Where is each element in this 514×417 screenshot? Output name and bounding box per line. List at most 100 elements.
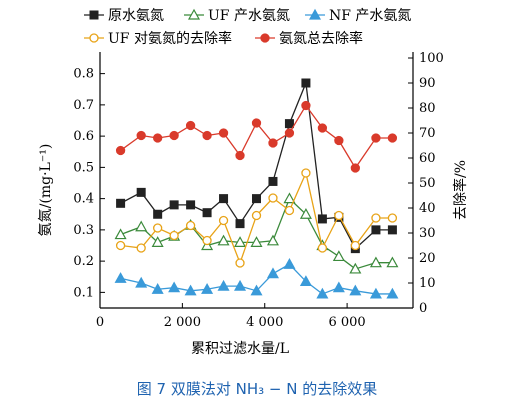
x-tick-label: 0	[96, 315, 104, 330]
data-point	[169, 230, 179, 241]
y-right-tick-label: 90	[419, 76, 436, 91]
data-point	[202, 208, 212, 218]
x-tick-label: 6 000	[328, 315, 365, 330]
data-point	[283, 192, 296, 204]
y-right-tick-label: 70	[419, 126, 436, 141]
data-point	[334, 135, 344, 146]
legend-label: NF 产水氨氮	[329, 8, 411, 24]
y-left-tick-label: 0.8	[73, 67, 94, 82]
data-point	[332, 281, 345, 293]
data-point	[266, 234, 279, 246]
data-point	[218, 128, 229, 138]
y-right-tick-label: 40	[419, 201, 436, 216]
y-right-tick-label: 100	[419, 51, 444, 66]
legend-item: 原水氨氮	[84, 8, 164, 24]
y-left-tick-label: 0.7	[73, 98, 94, 113]
legend-marker	[187, 8, 201, 20]
data-point	[114, 228, 127, 240]
data-point	[185, 120, 196, 131]
data-point	[387, 225, 397, 235]
data-point	[369, 287, 382, 299]
data-point	[217, 279, 230, 291]
data-point	[217, 234, 230, 246]
data-point	[153, 209, 163, 219]
legend-marker	[89, 10, 99, 20]
series-4	[115, 168, 398, 268]
y-axis-left-label: 氨氮/(mg·L⁻¹)	[38, 144, 54, 237]
data-point	[153, 133, 163, 143]
data-point	[219, 194, 229, 204]
legend-marker	[260, 33, 270, 43]
legend-item: UF 对氨氮的去除率	[84, 30, 232, 47]
y-right-tick-label: 80	[419, 101, 436, 116]
y-right-tick-label: 10	[419, 276, 436, 291]
legend-label: 氨氮总去除率	[279, 30, 363, 47]
series-layer	[114, 78, 399, 299]
data-point	[387, 213, 398, 223]
data-point	[218, 215, 229, 226]
data-point	[151, 283, 164, 294]
data-point	[350, 240, 360, 251]
legend-marker	[89, 33, 99, 43]
data-point	[268, 138, 278, 148]
data-point	[169, 200, 179, 210]
y-left-tick-label: 0.3	[73, 223, 94, 238]
data-point	[301, 78, 311, 88]
data-point	[371, 133, 381, 143]
data-point	[316, 287, 329, 299]
legend-item: NF 产水氨氮	[305, 8, 411, 24]
legend-item: 氨氮总去除率	[255, 30, 363, 47]
y-left-tick-label: 0.6	[73, 129, 94, 144]
data-point	[371, 213, 381, 223]
data-point	[169, 130, 179, 141]
data-point	[135, 276, 148, 288]
legend-label: UF 产水氨氮	[208, 8, 290, 24]
data-point	[301, 168, 311, 178]
data-point	[202, 235, 212, 246]
data-point	[114, 272, 127, 283]
data-point	[386, 287, 399, 299]
data-point	[317, 123, 328, 133]
data-point	[115, 240, 126, 251]
data-point	[202, 130, 212, 141]
data-point	[251, 118, 262, 128]
series-3	[114, 258, 399, 299]
data-point	[299, 275, 312, 287]
legend-label: UF 对氨氮的去除率	[108, 30, 232, 47]
series-line	[120, 197, 393, 270]
y-right-tick-label: 0	[419, 301, 427, 316]
y-right-tick-label: 60	[419, 151, 436, 166]
series-2	[114, 192, 399, 274]
data-point	[234, 279, 247, 291]
y-left-tick-label: 0.1	[73, 285, 94, 300]
y-axis-right-label: 去除率/%	[452, 160, 469, 220]
data-point	[252, 194, 261, 204]
data-point	[136, 130, 146, 141]
y-left-tick-label: 0.4	[73, 192, 94, 207]
data-point	[349, 284, 362, 296]
data-point	[268, 193, 278, 203]
data-point	[332, 250, 345, 262]
legend-item: UF 产水氨氮	[184, 8, 290, 24]
data-point	[371, 225, 381, 235]
data-point	[334, 210, 344, 221]
data-point	[151, 236, 164, 247]
y-right-tick-label: 30	[419, 226, 436, 241]
axes: 0 2 000 4 000 6 000 0.1 0.2 0.3 0.4 0.5 0.6 0.7 0.8…	[73, 51, 444, 330]
x-axis-label: 累积过滤水量/L	[191, 341, 289, 357]
data-point	[168, 281, 181, 293]
y-left-tick-label: 0.2	[73, 254, 94, 269]
data-point	[153, 223, 163, 233]
data-point	[251, 210, 262, 221]
y-right-tick-label: 20	[419, 251, 436, 266]
data-point	[136, 243, 146, 253]
data-point	[235, 258, 245, 268]
data-point	[234, 236, 247, 247]
data-point	[301, 100, 311, 111]
data-point	[283, 258, 296, 269]
y-left-tick-label: 0.5	[73, 160, 94, 175]
data-point	[185, 220, 196, 231]
data-point	[184, 284, 197, 296]
